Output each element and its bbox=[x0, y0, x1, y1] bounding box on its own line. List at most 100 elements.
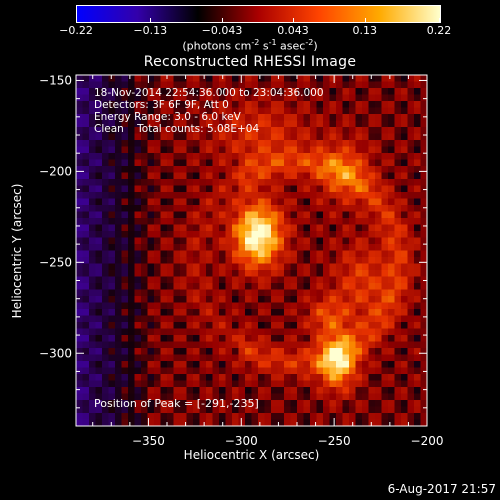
heatmap-cell bbox=[414, 283, 422, 291]
heatmap-cell bbox=[128, 315, 136, 323]
heatmap-cell bbox=[349, 159, 357, 167]
heatmap-cell bbox=[355, 270, 363, 278]
heatmap-cell bbox=[128, 198, 136, 206]
heatmap-cell bbox=[115, 140, 123, 148]
heatmap-cell bbox=[225, 328, 233, 336]
heatmap-cell bbox=[349, 81, 357, 89]
heatmap-cell bbox=[238, 302, 246, 310]
heatmap-cell bbox=[323, 140, 331, 148]
heatmap-cell bbox=[290, 179, 298, 187]
heatmap-cell bbox=[349, 283, 357, 291]
heatmap-cell bbox=[128, 296, 136, 304]
heatmap-cell bbox=[180, 289, 188, 297]
heatmap-cell bbox=[219, 159, 227, 167]
heatmap-cell bbox=[173, 361, 181, 369]
heatmap-cell bbox=[277, 296, 285, 304]
heatmap-cell bbox=[128, 179, 136, 187]
heatmap-cell bbox=[232, 166, 240, 174]
heatmap-cell bbox=[414, 211, 422, 219]
heatmap-cell bbox=[212, 374, 220, 382]
heatmap-cell bbox=[219, 263, 227, 271]
heatmap-cell bbox=[147, 302, 155, 310]
heatmap-cell bbox=[102, 250, 110, 258]
heatmap-cell bbox=[186, 419, 194, 426]
heatmap-cell bbox=[303, 289, 311, 297]
heatmap-cell bbox=[173, 413, 181, 421]
heatmap-cell bbox=[95, 341, 103, 349]
heatmap-cell bbox=[329, 263, 337, 271]
heatmap-cell bbox=[115, 120, 123, 128]
heatmap-cell bbox=[388, 198, 396, 206]
heatmap-cell bbox=[284, 400, 292, 408]
heatmap-cell bbox=[316, 276, 324, 284]
heatmap-cell bbox=[219, 133, 227, 141]
heatmap-cell bbox=[394, 133, 402, 141]
heatmap-cell bbox=[232, 244, 240, 252]
heatmap-cell bbox=[89, 81, 97, 89]
heatmap-cell bbox=[173, 192, 181, 200]
heatmap-cell bbox=[186, 322, 194, 330]
heatmap-cell bbox=[310, 328, 318, 336]
heatmap-cell bbox=[297, 205, 305, 213]
heatmap-cell bbox=[381, 211, 389, 219]
heatmap-cell bbox=[329, 198, 337, 206]
heatmap-cell bbox=[336, 354, 344, 362]
heatmap-cell bbox=[173, 88, 181, 96]
heatmap-cell bbox=[115, 107, 123, 115]
heatmap-cell bbox=[271, 270, 279, 278]
heatmap-cell bbox=[420, 257, 427, 265]
heatmap-cell bbox=[388, 380, 396, 388]
heatmap-cell bbox=[329, 94, 337, 102]
heatmap-cell bbox=[251, 185, 259, 193]
heatmap-cell bbox=[310, 419, 318, 426]
heatmap-cell bbox=[290, 101, 298, 109]
heatmap-cell bbox=[349, 413, 357, 421]
heatmap-cell bbox=[258, 146, 266, 154]
heatmap-cell bbox=[167, 374, 175, 382]
heatmap-cell bbox=[349, 276, 357, 284]
heatmap-cell bbox=[134, 302, 142, 310]
heatmap-cell bbox=[284, 270, 292, 278]
heatmap-cell bbox=[355, 315, 363, 323]
heatmap-cell bbox=[232, 367, 240, 375]
heatmap-cell bbox=[108, 127, 116, 135]
heatmap-cell bbox=[147, 172, 155, 180]
heatmap-cell bbox=[245, 153, 253, 161]
heatmap-cell bbox=[180, 166, 188, 174]
heatmap-cell bbox=[134, 296, 142, 304]
heatmap-cell bbox=[95, 393, 103, 401]
heatmap-cell bbox=[368, 120, 376, 128]
heatmap-cell bbox=[186, 283, 194, 291]
heatmap-cell bbox=[212, 413, 220, 421]
heatmap-cell bbox=[141, 179, 149, 187]
heatmap-cell bbox=[160, 166, 168, 174]
heatmap-cell bbox=[355, 231, 363, 239]
heatmap-cell bbox=[310, 140, 318, 148]
heatmap-cell bbox=[199, 75, 207, 83]
heatmap-cell bbox=[349, 231, 357, 239]
heatmap-cell bbox=[206, 231, 214, 239]
heatmap-cell bbox=[284, 192, 292, 200]
heatmap-cell bbox=[349, 198, 357, 206]
heatmap-cell bbox=[167, 172, 175, 180]
heatmap-cell bbox=[180, 328, 188, 336]
heatmap-cell bbox=[342, 257, 350, 265]
heatmap-cell bbox=[414, 101, 422, 109]
heatmap-cell bbox=[167, 270, 175, 278]
heatmap-cell bbox=[277, 133, 285, 141]
heatmap-cell bbox=[108, 179, 116, 187]
heatmap-cell bbox=[375, 289, 383, 297]
heatmap-cell bbox=[238, 133, 246, 141]
heatmap-cell bbox=[251, 133, 259, 141]
heatmap-cell bbox=[76, 393, 84, 401]
heatmap-cell bbox=[401, 257, 409, 265]
heatmap-cell bbox=[121, 153, 129, 161]
heatmap-cell bbox=[147, 380, 155, 388]
heatmap-cell bbox=[414, 374, 422, 382]
heatmap-cell bbox=[238, 75, 246, 83]
heatmap-cell bbox=[401, 341, 409, 349]
heatmap-cell bbox=[95, 75, 103, 83]
heatmap-cell bbox=[284, 361, 292, 369]
heatmap-cell bbox=[128, 270, 136, 278]
heatmap-cell bbox=[115, 211, 123, 219]
